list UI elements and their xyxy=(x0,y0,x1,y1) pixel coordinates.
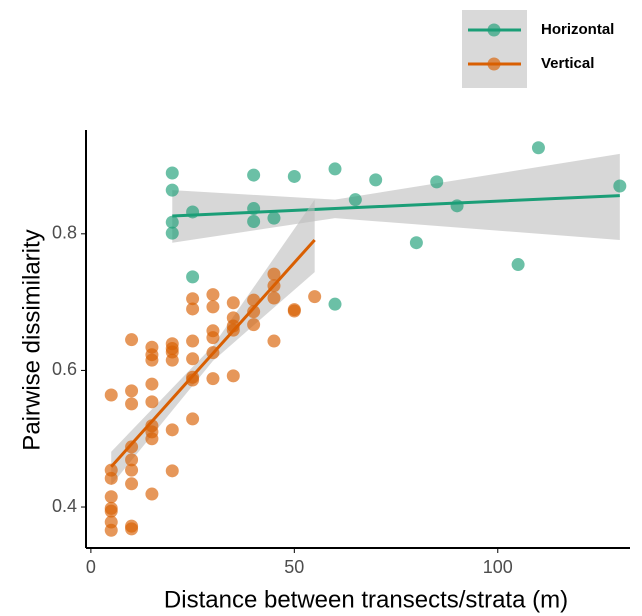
point xyxy=(165,353,179,367)
point xyxy=(104,523,118,537)
point xyxy=(104,490,118,504)
point xyxy=(247,168,261,182)
point xyxy=(247,305,261,319)
point xyxy=(328,297,342,311)
point xyxy=(165,226,179,240)
point xyxy=(145,395,159,409)
point xyxy=(145,377,159,391)
point xyxy=(165,423,179,437)
point xyxy=(267,211,281,225)
legend-point xyxy=(487,23,501,37)
legend-point xyxy=(487,57,501,71)
point xyxy=(267,267,281,281)
point xyxy=(247,318,261,332)
point xyxy=(186,373,200,387)
point xyxy=(104,471,118,485)
point xyxy=(186,352,200,366)
point xyxy=(409,236,423,250)
point xyxy=(186,412,200,426)
x-tick-label: 0 xyxy=(86,557,96,577)
x-axis-title: Distance between transects/strata (m) xyxy=(164,586,568,613)
point xyxy=(165,183,179,197)
point xyxy=(206,288,220,302)
point xyxy=(613,179,627,193)
point xyxy=(186,292,200,306)
point xyxy=(104,504,118,518)
point xyxy=(450,199,464,213)
legend-label: Vertical xyxy=(541,55,594,72)
y-tick-label: 0.8 xyxy=(52,223,77,243)
point xyxy=(511,258,525,272)
confidence-band xyxy=(111,199,315,486)
point xyxy=(267,291,281,305)
point xyxy=(287,169,301,183)
legend-label: Horizontal xyxy=(541,21,614,38)
point xyxy=(125,397,139,411)
point xyxy=(125,384,139,398)
point xyxy=(186,270,200,284)
point xyxy=(145,432,159,446)
y-tick-label: 0.6 xyxy=(52,359,77,379)
point xyxy=(369,173,383,187)
point xyxy=(145,487,159,501)
point xyxy=(104,388,118,402)
point xyxy=(125,463,139,477)
point xyxy=(125,522,139,536)
point xyxy=(287,304,301,318)
point xyxy=(247,215,261,229)
confidence-band xyxy=(172,153,620,243)
point xyxy=(125,453,139,467)
fit-line xyxy=(172,194,620,218)
point xyxy=(226,369,240,383)
point xyxy=(267,334,281,348)
point xyxy=(206,331,220,345)
point xyxy=(226,296,240,310)
point xyxy=(125,477,139,491)
point xyxy=(186,302,200,316)
point xyxy=(125,440,139,454)
point xyxy=(308,290,322,304)
point xyxy=(165,215,179,229)
point xyxy=(165,464,179,478)
legend-key-background xyxy=(462,10,527,88)
point xyxy=(165,166,179,180)
point xyxy=(186,334,200,348)
point xyxy=(125,333,139,347)
point xyxy=(531,141,545,155)
y-axis-title: Pairwise dissimilarity xyxy=(18,229,45,450)
point xyxy=(206,372,220,386)
point xyxy=(348,193,362,207)
point xyxy=(430,175,444,189)
point xyxy=(328,162,342,176)
x-tick-label: 50 xyxy=(284,557,304,577)
fit-line xyxy=(110,238,316,468)
point xyxy=(145,353,159,367)
y-tick-label: 0.4 xyxy=(52,496,77,516)
x-tick-label: 100 xyxy=(483,557,513,577)
point xyxy=(206,300,220,314)
